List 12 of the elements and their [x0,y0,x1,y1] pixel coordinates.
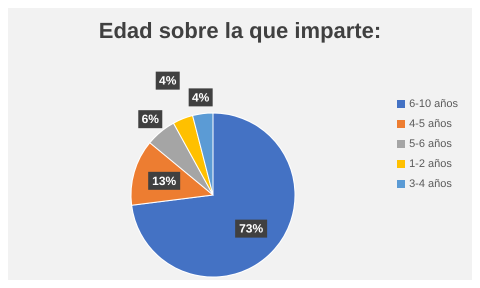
data-label: 4% [159,74,177,88]
chart-title: Edad sobre la que imparte: [98,18,382,44]
pie-slice [131,112,296,278]
data-label: 73% [239,222,264,236]
data-label: 13% [152,174,177,188]
data-label: 6% [142,112,160,126]
legend-label: 6-10 años [409,97,458,112]
legend-label: 3-4 años [409,177,452,192]
data-label: 4% [192,90,210,104]
legend-label: 5-6 años [409,137,452,152]
legend-label: 1-2 años [409,157,452,172]
legend-label: 4-5 años [409,117,452,132]
